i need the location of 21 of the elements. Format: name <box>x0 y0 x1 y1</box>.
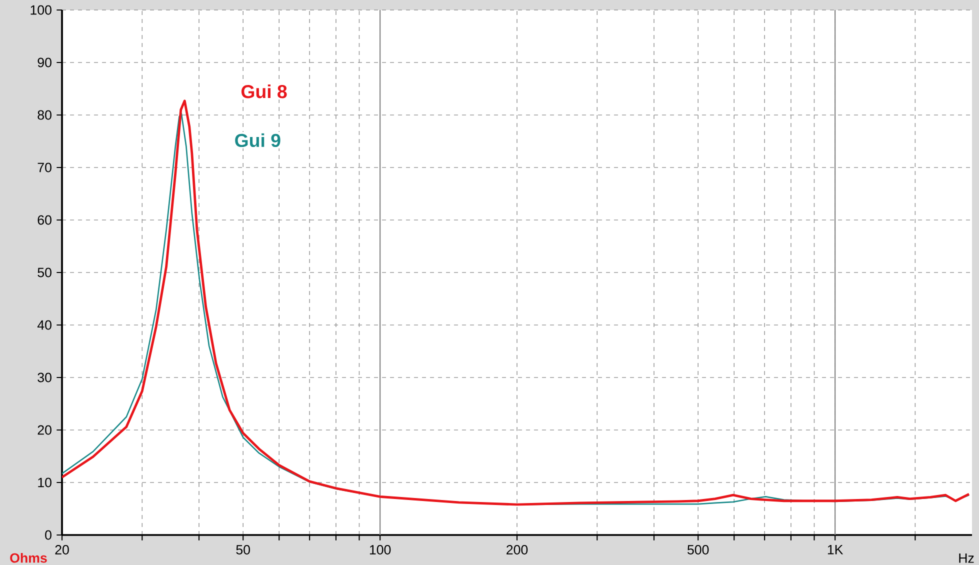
y-tick-label: 50 <box>38 268 52 278</box>
y-tick-label: 0 <box>45 530 52 540</box>
x-tick-label: 500 <box>688 545 709 554</box>
x-tick-label: 200 <box>506 545 528 554</box>
y-tick-label: 100 <box>30 5 52 15</box>
text: Gui 8 <box>241 84 287 98</box>
x-tick-label: 20 <box>55 545 69 554</box>
text: Gui 9 <box>235 133 280 148</box>
y-tick-label: 40 <box>37 320 52 330</box>
y-tick-label: 10 <box>38 478 52 488</box>
x-tick-label: 50 <box>236 545 250 554</box>
y-axis-title: Ohms <box>10 552 47 563</box>
y-tick-label: 90 <box>38 58 52 68</box>
y-tick-label: 60 <box>38 215 52 225</box>
y-tick-label: 80 <box>38 110 52 120</box>
y-tick-label: 20 <box>38 425 52 435</box>
x-axis-title: Hz <box>959 554 974 563</box>
y-tick-label: 30 <box>38 372 52 382</box>
x-tick-label: 100 <box>370 545 391 554</box>
x-tick-label: 1K <box>828 545 844 554</box>
y-tick-label: 70 <box>38 162 52 172</box>
